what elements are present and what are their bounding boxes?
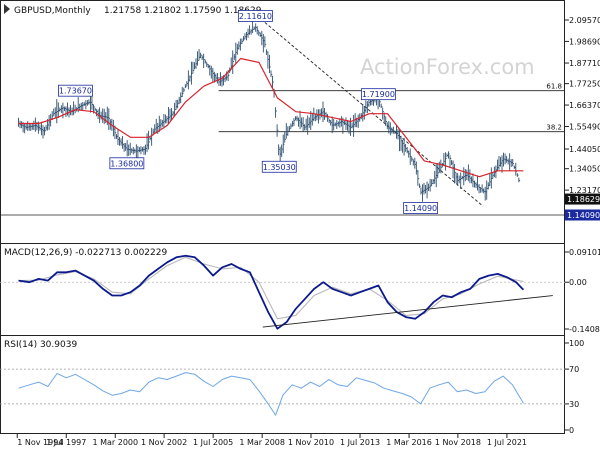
time-tick-label: 1 Nov 2010: [288, 438, 334, 447]
price-tick-label: 1.87710: [569, 59, 600, 68]
time-tick-label: 1 Nov 1994: [17, 438, 63, 447]
swing-label-box: [261, 160, 297, 173]
price-axis: 2.09570 1.98690 1.87710 1.77250 1.66370 1.554…: [565, 16, 600, 195]
annotation-labels: 1.73670 1.36800 2.11610 1.35030 1.71900 1.140…: [58, 10, 600, 221]
watermark: ActionForex.com: [360, 55, 535, 79]
swing-label: 1.14090: [404, 204, 437, 213]
swing-label: 1.36800: [110, 159, 143, 168]
macd-axis: 0.091015 0.00 -0.140843: [565, 248, 600, 334]
moving-average-line: [18, 57, 524, 178]
macd-tick-label: -0.140843: [569, 325, 600, 334]
price-tick-label: 1.66370: [569, 101, 600, 110]
macd-title: MACD(12,26,9) -0.022713 0.002229: [4, 248, 167, 258]
macd-plot: [0, 254, 565, 330]
rsi-plot: [0, 368, 565, 416]
swing-label: 1.35030: [263, 163, 296, 172]
downtrend-line: [256, 15, 484, 207]
time-tick-label: 1 Jul 2013: [340, 438, 380, 447]
rsi-tick-label: 70: [569, 365, 579, 374]
swing-label-box: [109, 157, 145, 170]
chart-frame: [0, 0, 565, 434]
swing-label: 1.73670: [59, 87, 92, 96]
current-price-tag: [565, 193, 600, 205]
time-tick-label: 1 Mar 2016: [386, 438, 432, 447]
symbol-label: GBPUSD,Monthly: [14, 6, 91, 16]
support-price-label: 1.14090: [567, 211, 600, 220]
rsi-line: [18, 372, 524, 416]
price-tick-label: 1.55490: [569, 122, 600, 131]
fib-level-label: 38.2: [546, 124, 562, 132]
rsi-tick-label: 100: [569, 339, 584, 348]
swing-label-box: [58, 84, 93, 97]
price-tick-label: 1.77250: [569, 80, 600, 89]
rsi-tick-label: 0: [569, 426, 574, 435]
price-plot: 61.8 38.2: [0, 15, 565, 216]
swing-label-box: [237, 10, 273, 22]
time-tick-label: 1 Jul 1997: [46, 438, 86, 447]
price-tick-label: 2.09570: [569, 16, 600, 25]
rsi-tick-label: 30: [569, 400, 579, 409]
fib-level-label: 61.8: [546, 83, 562, 91]
current-price-label: 1.18629: [567, 195, 600, 204]
rsi-title: RSI(14) 30.9039: [4, 340, 77, 350]
price-tick-label: 1.34050: [569, 165, 600, 174]
price-tick-label: 1.23170: [569, 186, 600, 195]
time-tick-label: 1 Nov 2018: [435, 438, 481, 447]
macd-tick-label: 0.091015: [569, 248, 600, 257]
macd-signal-line: [18, 256, 524, 320]
swing-label: 1.71900: [362, 90, 395, 99]
time-tick-label: 1 Mar 2000: [92, 438, 138, 447]
macd-tick-label: 0.00: [569, 278, 587, 287]
swing-label-box: [403, 202, 439, 214]
time-tick-label: 1 Mar 2008: [239, 438, 285, 447]
price-tick-label: 1.98690: [569, 37, 600, 46]
time-tick-label: 1 Jul 2021: [487, 438, 527, 447]
price-header: GBPUSD,Monthly 1.21758 1.21802 1.17590 1…: [4, 4, 262, 16]
support-price-tag: [565, 209, 600, 221]
macd-trendline: [262, 295, 553, 328]
price-tick-label: 1.44050: [569, 145, 600, 154]
collapse-arrow-icon[interactable]: [4, 4, 10, 14]
rsi-axis: 100 70 30 0: [565, 339, 584, 435]
swing-label-box: [360, 88, 396, 101]
time-tick-label: 1 Nov 2002: [141, 438, 187, 447]
swing-label: 2.11610: [239, 12, 272, 21]
macd-line: [18, 254, 525, 330]
ohlc-readout: 1.21758 1.21802 1.17590 1.18629: [104, 6, 262, 16]
time-tick-label: 1 Jul 2005: [193, 438, 233, 447]
